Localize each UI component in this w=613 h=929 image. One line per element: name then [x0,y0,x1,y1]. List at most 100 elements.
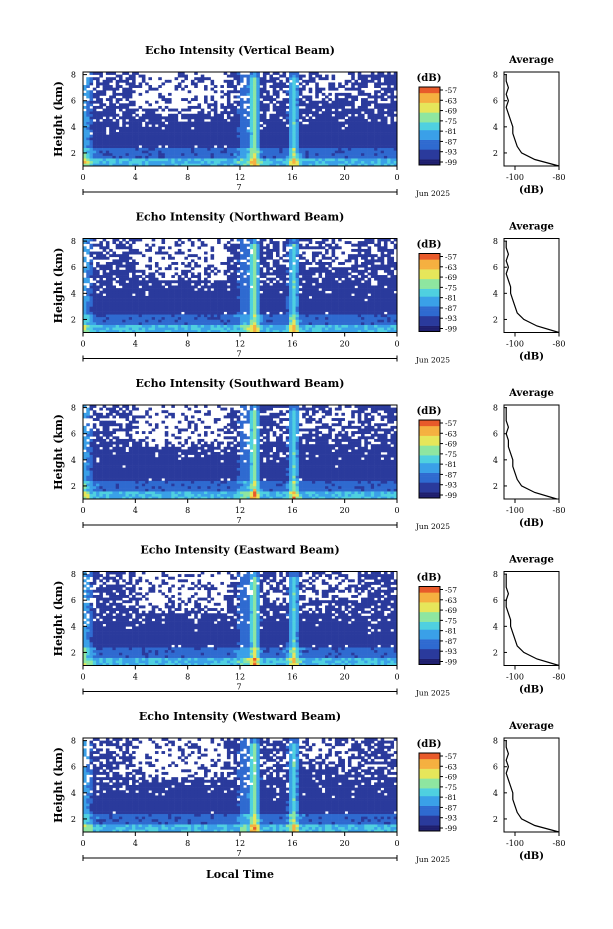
heatmap-cell [367,139,372,143]
heatmap-cell [334,285,339,289]
heatmap-cell [125,290,130,294]
heatmap-cell [102,311,107,315]
heatmap-cell [148,160,152,164]
heatmap-cell [217,113,221,117]
heatmap-cell [109,152,113,156]
heatmap-cell [89,282,94,286]
heatmap-cell [89,301,94,305]
heatmap-cell [285,142,290,146]
heatmap-cell [83,139,87,143]
heatmap-cell [118,259,123,263]
heatmap-cell [275,324,280,328]
heatmap-cell [171,137,175,141]
heatmap-cell [298,256,303,260]
heatmap-cell [347,134,352,138]
heatmap-cell [125,267,130,271]
heatmap-cell [262,108,267,112]
heatmap-cell [275,248,280,252]
heatmap-cell [145,108,149,112]
heatmap-cell [243,277,247,281]
heatmap-cell [383,142,388,146]
heatmap-cell [125,145,130,149]
heatmap-cell [125,103,130,107]
heatmap-cell [295,259,300,263]
heatmap-cell [171,108,175,112]
heatmap-cell [295,327,300,331]
heatmap-cell [374,160,378,164]
heatmap-cell [266,248,270,252]
heatmap-cell [285,134,290,138]
heatmap-cell [347,126,352,130]
heatmap-cell [181,272,185,276]
heatmap-cell [161,124,166,128]
heatmap-cell [102,113,107,117]
heatmap-cell [187,121,192,125]
heatmap-cell [99,327,103,331]
heatmap-cell [197,327,202,331]
heatmap-cell [184,121,188,125]
heatmap-cell [338,134,342,138]
heatmap-cell [256,132,260,135]
heatmap-cell [295,303,300,307]
heatmap-cell [151,163,156,167]
heatmap-cell [266,293,270,297]
heatmap-cell [138,290,143,294]
heatmap-cell [132,282,136,286]
heatmap-cell [151,160,156,164]
heatmap-cell [171,126,175,130]
heatmap-cell [168,327,172,331]
heatmap-cell [141,322,146,325]
heatmap-cell [292,132,296,135]
heatmap-cell [308,129,313,133]
heatmap-cell [194,275,198,278]
heatmap-cell [279,267,283,271]
heatmap-cell [364,158,368,162]
heatmap-cell [347,116,352,120]
heatmap-cell [370,116,375,120]
heatmap-cell [256,322,260,325]
heatmap-cell [226,121,231,125]
heatmap-cell [109,275,113,278]
heatmap-cell [204,319,208,323]
heatmap-cell [86,272,90,276]
heatmap-cell [105,121,110,125]
heatmap-cell [230,290,234,294]
heatmap-cell [364,98,368,102]
heatmap-cell [262,324,267,328]
heatmap-cell [190,150,195,154]
heatmap-cell [266,277,270,281]
heatmap-cell [249,150,254,154]
heatmap-cell [282,111,287,115]
heatmap-cell [207,147,211,151]
heatmap-cell [112,77,117,81]
heatmap-cell [302,103,306,107]
heatmap-cell [292,126,296,130]
heatmap-cell [105,150,110,154]
heatmap-cell [213,288,218,292]
heatmap-cell [338,129,342,133]
heatmap-cell [118,329,123,333]
heatmap-cell [285,92,290,96]
heatmap-cell [243,121,247,125]
heatmap-cell [302,309,306,312]
heatmap-cell [141,285,146,289]
heatmap-cell [243,327,247,331]
heatmap-cell [96,100,100,104]
heatmap-cell [168,139,172,143]
heatmap-cell [266,142,270,146]
heatmap-cell [151,314,156,318]
heatmap-cell [308,277,313,281]
heatmap-cell [96,116,100,120]
heatmap-cell [151,277,156,281]
heatmap-cell [318,246,323,250]
heatmap-cell [285,254,290,258]
heatmap-cell [122,272,126,276]
heatmap-cell [298,108,303,112]
heatmap-cell [164,160,169,164]
heatmap-cell [370,108,375,112]
heatmap-cell [289,293,293,297]
heatmap-cell [272,290,277,294]
heatmap-cell [347,111,352,115]
heatmap-cell [83,100,87,104]
heatmap-cell [89,311,94,315]
